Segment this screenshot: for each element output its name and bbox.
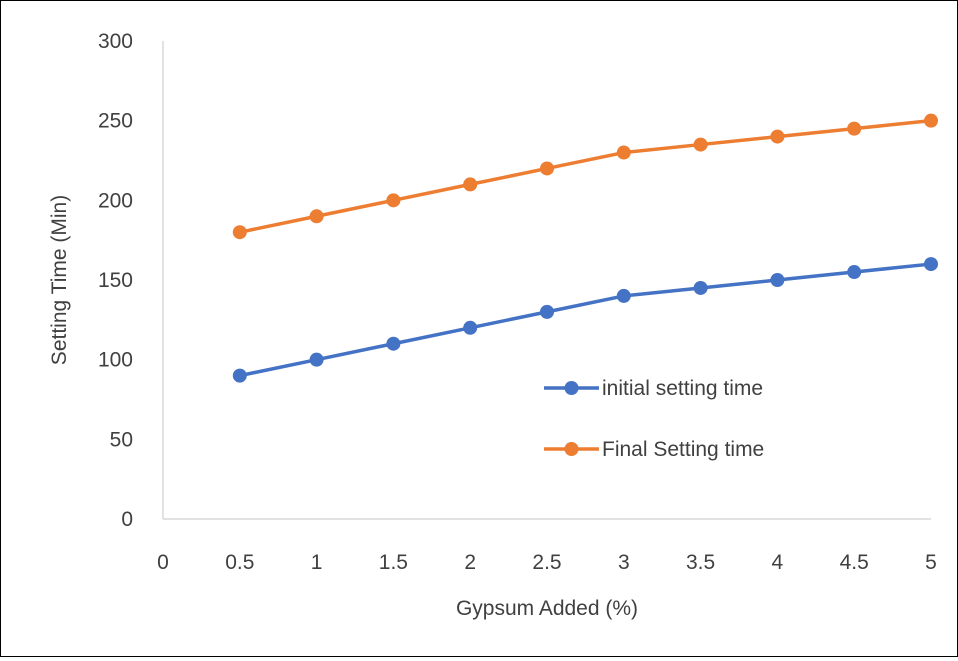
axes (162, 41, 931, 520)
data-point-initial-setting-time (693, 280, 708, 295)
y-tick-label: 100 (98, 349, 133, 372)
data-point-initial-setting-time (847, 265, 862, 280)
y-tick-labels: 0 50 100 150 200 250 300 (98, 30, 133, 531)
y-tick-label: 200 (98, 189, 133, 212)
series-line-final-setting-time (239, 118, 932, 234)
x-tick-label: 2.5 (532, 551, 561, 574)
data-point-initial-setting-time (463, 320, 478, 335)
data-point-final-setting-time (540, 161, 554, 176)
data-point-initial-setting-time (770, 273, 785, 287)
x-tick-label: 1.5 (379, 551, 408, 574)
x-tick-label: 5 (925, 551, 937, 574)
y-tick-label: 150 (98, 269, 133, 292)
data-point-final-setting-time (309, 209, 324, 224)
data-point-initial-setting-time (616, 288, 631, 303)
data-point-final-setting-time (847, 121, 862, 136)
legend-swatch-marker-final-setting-time (564, 442, 579, 456)
x-tick-label: 4 (772, 551, 784, 574)
legend-label-initial-setting-time: initial setting time (602, 377, 763, 400)
data-point-initial-setting-time (386, 336, 401, 351)
y-tick-label: 300 (98, 30, 133, 53)
data-point-final-setting-time (924, 113, 938, 128)
data-point-initial-setting-time (309, 352, 324, 367)
x-tick-labels: 0 0.5 1 1.5 2 2.5 3 3.5 4 4.5 5 (157, 551, 937, 574)
data-point-final-setting-time (770, 129, 785, 144)
y-tick-label: 0 (121, 508, 133, 531)
data-point-final-setting-time (232, 225, 247, 240)
series-layer (232, 113, 938, 383)
legend-swatch-marker-initial-setting-time (564, 381, 579, 395)
y-axis-title: Setting Time (Min) (48, 195, 71, 365)
x-tick-label: 0 (157, 551, 169, 574)
x-tick-label: 4.5 (840, 551, 869, 574)
x-tick-label: 2 (464, 551, 476, 574)
data-point-final-setting-time (616, 145, 631, 160)
x-tick-label: 3.5 (686, 551, 715, 574)
y-tick-label: 250 (98, 110, 133, 133)
legend-label-final-setting-time: Final Setting time (602, 438, 764, 461)
data-point-initial-setting-time (232, 368, 247, 383)
x-tick-label: 1 (311, 551, 323, 574)
data-point-final-setting-time (386, 193, 401, 208)
data-point-initial-setting-time (924, 257, 938, 272)
data-point-final-setting-time (693, 137, 708, 152)
x-tick-label: 0.5 (225, 551, 254, 574)
y-tick-label: 50 (110, 428, 133, 451)
data-point-final-setting-time (463, 177, 478, 192)
x-axis-title: Gypsum Added (%) (456, 597, 638, 620)
x-tick-label: 3 (618, 551, 630, 574)
series-line-initial-setting-time (239, 262, 932, 378)
legend: initial setting time Final Setting time (544, 377, 764, 461)
data-point-initial-setting-time (540, 304, 554, 319)
